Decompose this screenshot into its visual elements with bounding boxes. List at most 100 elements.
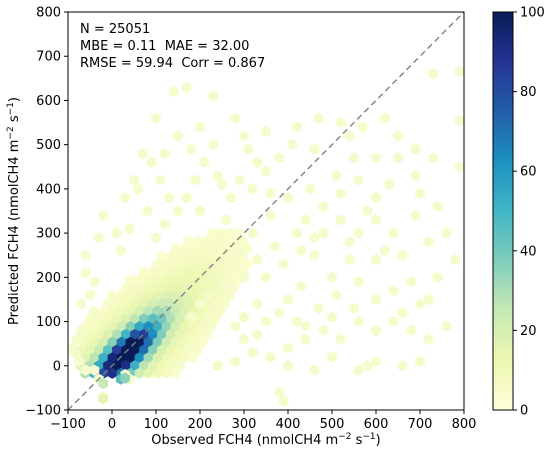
hexbin-cell bbox=[125, 274, 136, 286]
hexbin-cell bbox=[143, 289, 154, 301]
hexbin-outlier bbox=[291, 315, 302, 328]
x-tick-label: 700 bbox=[408, 417, 433, 432]
hexbin-cell bbox=[184, 297, 194, 309]
hexbin-outlier bbox=[379, 112, 390, 124]
hexbin-outlier bbox=[388, 315, 399, 328]
hexbin-outlier bbox=[278, 395, 289, 407]
hexbin-outlier bbox=[247, 227, 258, 239]
hexbin-outlier bbox=[247, 183, 258, 195]
hexbin-cell bbox=[157, 313, 167, 325]
x-axis-title: Observed FCH4 (nmolCH4 m−2 s−1) bbox=[151, 432, 380, 448]
hexbin-outlier bbox=[151, 112, 161, 124]
hexbin-outlier bbox=[212, 360, 223, 372]
hexbin-outlier bbox=[217, 178, 227, 191]
hexbin-outlier bbox=[296, 280, 307, 292]
hexbin-outlier bbox=[327, 351, 337, 363]
x-tick-label: 200 bbox=[188, 417, 213, 432]
hexbin-cell bbox=[179, 321, 190, 333]
hexbin-cell bbox=[139, 266, 149, 278]
y-tick-label: 400 bbox=[36, 182, 61, 197]
hexbin-cell bbox=[179, 352, 190, 364]
hexbin-cell bbox=[242, 258, 253, 270]
hexbin-cell bbox=[175, 328, 185, 340]
hexbin-outlier bbox=[278, 258, 289, 270]
hexbin-outlier bbox=[85, 289, 95, 301]
hexbin-cell bbox=[107, 289, 118, 301]
hexbin-cell bbox=[166, 328, 176, 340]
hexbin-cell bbox=[148, 266, 158, 278]
hexbin-outlier bbox=[300, 333, 311, 345]
hexbin-cell bbox=[98, 305, 109, 317]
hexbin-outlier bbox=[265, 187, 276, 199]
hexbin-cell bbox=[202, 313, 212, 325]
hexbin-cell bbox=[179, 258, 190, 270]
hexbin-outlier bbox=[261, 315, 271, 328]
hexbin-cell bbox=[148, 360, 158, 372]
hexbin-outlier bbox=[195, 205, 205, 217]
hexbin-cell bbox=[157, 266, 167, 278]
hexbin-cell bbox=[157, 328, 167, 340]
hexbin-outlier bbox=[234, 245, 245, 257]
hexbin-outlier bbox=[384, 178, 395, 191]
hexbin-cell bbox=[161, 274, 172, 286]
hexbin-outlier bbox=[287, 139, 298, 151]
hexbin-outlier bbox=[335, 333, 346, 345]
hexbin-outlier bbox=[300, 214, 311, 226]
hexbin-outlier bbox=[230, 355, 241, 367]
hexbin-outlier bbox=[318, 227, 329, 239]
x-tick-label: 500 bbox=[320, 417, 345, 432]
hexbin-outlier bbox=[388, 285, 399, 297]
y-axis-title: Predicted FCH4 (nmolCH4 m−2 s−1) bbox=[6, 97, 22, 325]
hexbin-outlier bbox=[274, 307, 285, 319]
colorbar-ticks: 0 20 40 60 80 100 bbox=[513, 6, 545, 419]
x-tick-label: 600 bbox=[364, 417, 389, 432]
hexbin-outlier bbox=[173, 205, 183, 217]
hexbin-outlier bbox=[221, 214, 232, 226]
x-tick-label: 400 bbox=[276, 417, 301, 432]
hexbin-outlier bbox=[415, 298, 425, 310]
hexbin-cell bbox=[220, 250, 230, 262]
y-tick-label: 500 bbox=[36, 138, 61, 153]
hexbin-outlier bbox=[269, 240, 280, 252]
x-tick-label: −100 bbox=[50, 417, 86, 432]
hexbin-cell bbox=[121, 297, 131, 309]
hexbin-cell bbox=[139, 282, 149, 294]
hexbin-cell bbox=[152, 289, 163, 301]
hexbin-outlier bbox=[164, 192, 175, 204]
hexbin-outlier bbox=[371, 355, 381, 367]
hexbin-cell bbox=[94, 328, 104, 340]
hexbin-outlier bbox=[98, 209, 109, 222]
hexbin-outlier bbox=[432, 200, 443, 213]
hexbin-cell bbox=[103, 360, 113, 372]
hexbin-outlier bbox=[291, 121, 302, 133]
hexbin-cell bbox=[112, 313, 122, 325]
hexbin-cell bbox=[139, 344, 149, 356]
hexbin-outlier bbox=[441, 320, 452, 332]
hexbin-cell bbox=[220, 297, 230, 309]
colorbar-tick-label: 0 bbox=[520, 404, 528, 419]
hexbin-cell bbox=[157, 282, 167, 294]
hexbin-outlier bbox=[252, 156, 263, 168]
annotation-mbe-mae: MBE = 0.11 MAE = 32.00 bbox=[80, 39, 249, 54]
hexbin-cell bbox=[89, 352, 100, 364]
hexbin-outlier bbox=[353, 227, 364, 239]
colorbar-tick-label: 20 bbox=[520, 324, 537, 339]
hexbin-cell bbox=[179, 305, 190, 317]
hexbin-cell bbox=[202, 328, 212, 340]
hexbin-cell bbox=[134, 289, 145, 301]
hexbin-cell bbox=[229, 282, 239, 294]
hexbin-cell bbox=[170, 336, 181, 348]
y-tick-label: 700 bbox=[36, 50, 61, 65]
hexbin-cell bbox=[170, 289, 181, 301]
hexbin-cell bbox=[215, 227, 226, 239]
hexbin-cell bbox=[89, 321, 100, 333]
hexbin-outlier bbox=[146, 156, 157, 168]
hexbin-outlier bbox=[243, 143, 254, 155]
hexbin-cell bbox=[116, 352, 127, 364]
hexbin-cell bbox=[184, 344, 194, 356]
hexbin-cell bbox=[166, 297, 176, 309]
hexbin-cell bbox=[130, 297, 140, 309]
hexbin-cell bbox=[188, 321, 199, 333]
hexbin-cell bbox=[143, 367, 154, 379]
hexbin-outlier bbox=[331, 289, 342, 301]
